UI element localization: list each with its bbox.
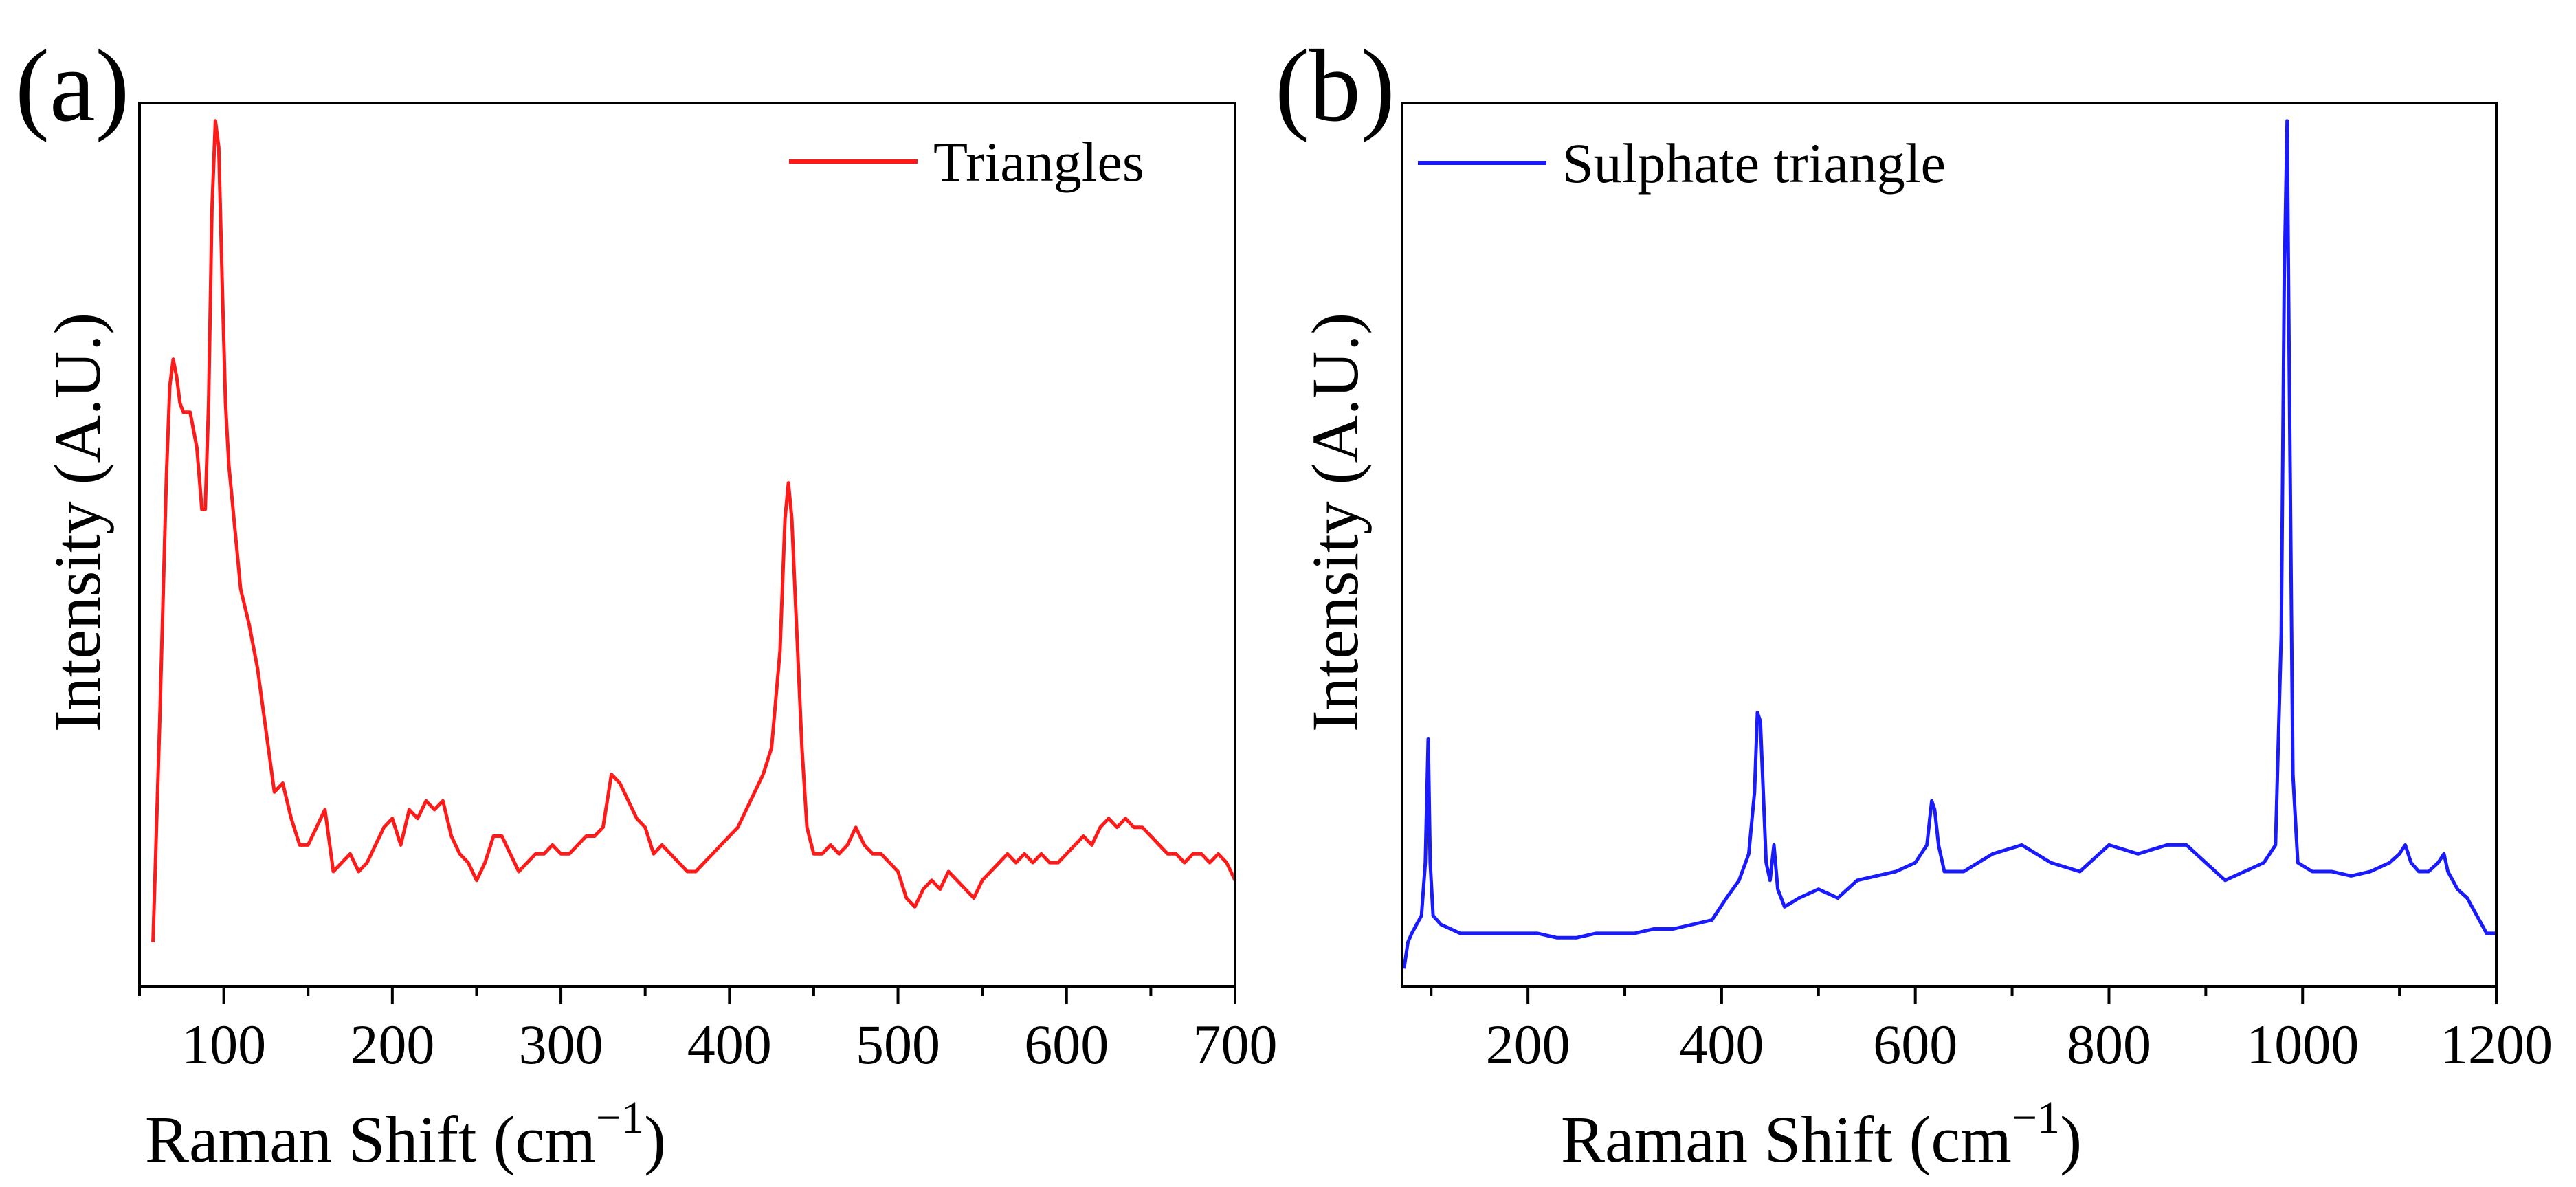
panel-a-x-tick-label: 200 — [350, 1013, 434, 1076]
panel-a-series-line-0 — [151, 119, 1237, 942]
panel-b-x-tick-label: 400 — [1679, 1013, 1764, 1076]
panel-b-x-tick-label: 1200 — [2440, 1013, 2553, 1076]
panel-b-x-tick-label: 800 — [2067, 1013, 2151, 1076]
panel-a-y-axis-title: Intensity (A.U.) — [41, 313, 114, 733]
panel-b-label: (b) — [1275, 29, 1395, 143]
panel-a: (a) Raman Shift (cm−1) Intensity (A.U.) … — [15, 29, 1278, 1176]
panel-b-axes-frame — [1401, 102, 2498, 988]
panel-a-x-axis-title-sup: −1 — [596, 1093, 644, 1143]
panel-a-legend-label: Triangles — [933, 131, 1144, 193]
panel-b-x-axis-title-close: ) — [2060, 1102, 2082, 1176]
panel-a-axes-frame — [138, 102, 1236, 988]
panel-b-x-axis-title: Raman Shift (cm−1) — [1561, 1093, 2082, 1176]
panel-a-x-tick-label: 600 — [1024, 1013, 1109, 1076]
panel-a-x-tick-label: 300 — [519, 1013, 603, 1076]
panel-a-x-tick-label: 400 — [687, 1013, 772, 1076]
panel-b-x-axis-title-main: Raman Shift (cm — [1561, 1102, 2012, 1176]
panel-b-x-tick-label: 600 — [1873, 1013, 1957, 1076]
panel-a-x-axis-title-main: Raman Shift (cm — [145, 1102, 596, 1176]
panel-a-x-tick-label: 700 — [1193, 1013, 1278, 1076]
panel-a-label: (a) — [15, 29, 129, 143]
panel-a-plot-area: 100 200 300 400 500 600 700 Triangles — [138, 102, 1278, 1076]
panel-b-y-axis-title: Intensity (A.U.) — [1298, 313, 1372, 733]
panel-b-plot-area: 200 400 600 800 1000 1200 Sulphate triangle — [1401, 102, 2553, 1076]
panel-b-legend-label: Sulphate triangle — [1562, 132, 1946, 195]
panel-a-x-tick-label: 100 — [181, 1013, 266, 1076]
panel-b: (b) Raman Shift (cm−1) Intensity (A.U.) … — [1275, 29, 2553, 1176]
panel-a-x-tick-label: 500 — [856, 1013, 940, 1076]
panel-b-x-tick-label: 200 — [1486, 1013, 1570, 1076]
panel-b-x-tick-label: 1000 — [2246, 1013, 2359, 1076]
panel-a-x-axis-title-close: ) — [644, 1102, 666, 1176]
panel-b-x-axis-title-sup: −1 — [2012, 1093, 2060, 1143]
panel-b-series-line-0 — [1402, 119, 2496, 969]
panel-a-x-axis-title: Raman Shift (cm−1) — [145, 1093, 666, 1176]
